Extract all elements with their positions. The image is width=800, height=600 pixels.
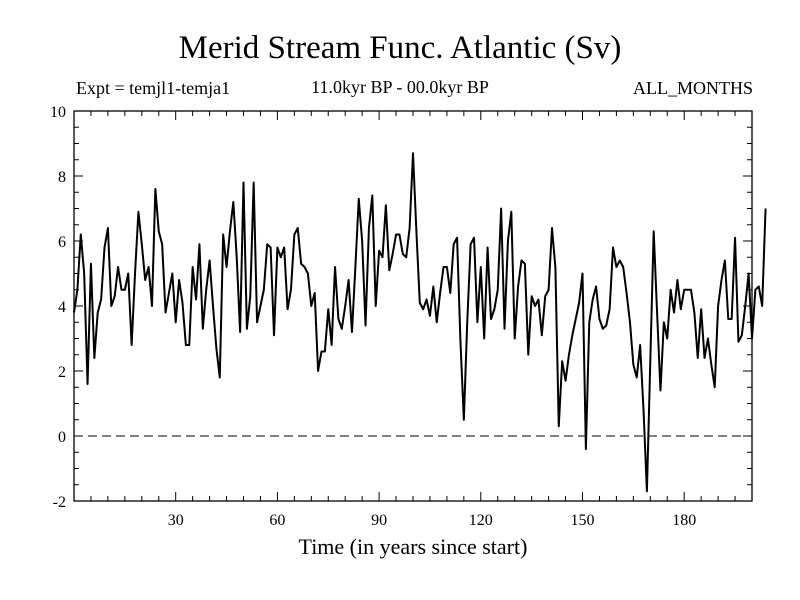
x-tick-label: 60 [269, 512, 285, 529]
x-tick-label: 90 [371, 512, 387, 529]
x-axis-label: Time (in years since start) [299, 534, 528, 559]
y-tick-label: 0 [58, 429, 66, 446]
y-tick-label: 4 [58, 299, 66, 316]
y-tick-label: 2 [58, 364, 66, 381]
x-tick-label: 150 [571, 512, 595, 529]
x-tick-label: 120 [469, 512, 493, 529]
time-range-label: 11.0kyr BP - 00.0kyr BP [311, 77, 489, 97]
y-tick-label: 6 [58, 234, 66, 251]
axis-tick-labels: 30 60 90 120 150 180 -2 0 2 4 6 8 10 [50, 104, 696, 529]
chart-title: Merid Stream Func. Atlantic (Sv) [178, 30, 622, 66]
y-tick-label: -2 [53, 494, 66, 511]
x-tick-label: 180 [672, 512, 696, 529]
x-tick-label: 30 [168, 512, 184, 529]
experiment-label: Expt = temjl1-temja1 [76, 78, 231, 98]
months-label: ALL_MONTHS [633, 78, 753, 98]
series-line [73, 152, 767, 493]
y-tick-label: 10 [50, 104, 66, 121]
y-tick-label: 8 [58, 169, 66, 186]
